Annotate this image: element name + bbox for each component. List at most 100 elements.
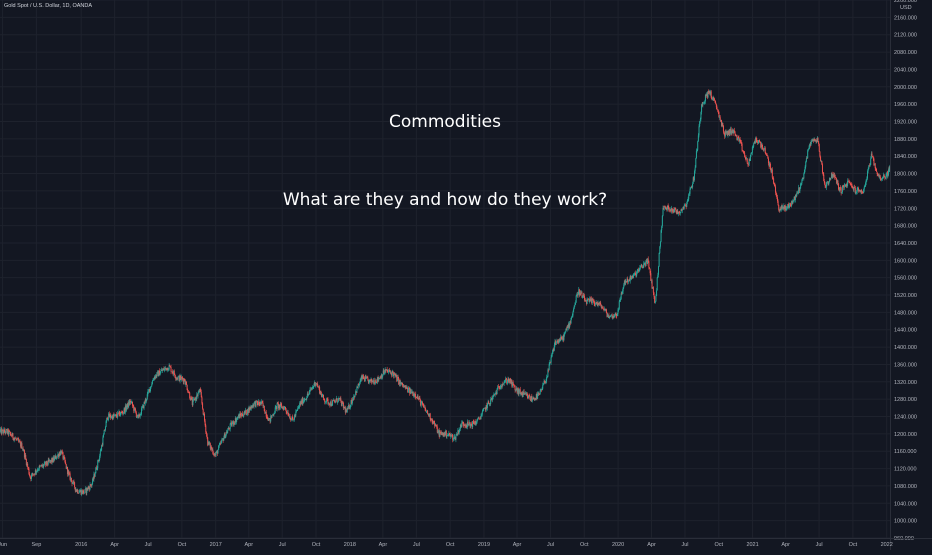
candle-body	[636, 270, 638, 272]
candle-body	[566, 328, 568, 330]
candle	[144, 397, 146, 406]
candle	[803, 172, 805, 181]
candle	[325, 401, 327, 403]
candle-body	[501, 386, 503, 387]
candle	[226, 430, 228, 434]
candle-body	[611, 314, 613, 316]
candle-body	[236, 419, 238, 422]
candle	[337, 401, 339, 405]
candle	[507, 376, 509, 384]
candle-body	[395, 375, 397, 377]
candle	[428, 413, 430, 417]
candle-body	[479, 418, 481, 420]
candle	[631, 274, 633, 279]
candle-body	[562, 336, 564, 340]
candle-body	[149, 389, 151, 392]
candle	[149, 389, 151, 393]
candle-body	[782, 207, 784, 209]
price-axis[interactable]: 960.0001000.0001040.0001080.0001120.0001…	[890, 0, 917, 550]
candle-body	[827, 181, 829, 183]
candle	[728, 129, 730, 136]
candle	[790, 204, 792, 207]
candle-body	[607, 315, 609, 317]
candle-body	[384, 369, 386, 373]
candle	[67, 466, 69, 477]
candle-body	[799, 188, 801, 191]
candle-body	[368, 380, 370, 384]
candle-body	[147, 391, 149, 395]
candle	[165, 367, 167, 370]
candle-body	[505, 379, 507, 380]
candle-body	[829, 177, 831, 180]
candle-body	[73, 481, 75, 483]
candle	[119, 412, 121, 417]
candle	[520, 392, 522, 397]
candle-body	[5, 429, 7, 431]
candle	[476, 420, 478, 426]
candle-body	[729, 130, 731, 134]
candle	[358, 382, 360, 388]
candle	[847, 180, 849, 182]
candle	[815, 139, 817, 144]
candle	[447, 433, 449, 436]
candle	[691, 185, 693, 189]
candle	[709, 90, 711, 96]
candle	[856, 190, 858, 195]
candle	[292, 419, 294, 422]
candle	[187, 388, 189, 393]
candle	[593, 299, 595, 304]
time-axis[interactable]: JunSep2016AprJulOct2017AprJulOct2018AprJ…	[0, 538, 932, 549]
candle	[49, 458, 51, 464]
candle-body	[263, 405, 265, 407]
candle-body	[737, 137, 739, 139]
candle	[743, 151, 745, 155]
candle	[74, 481, 76, 490]
candle	[793, 199, 795, 203]
candle	[866, 176, 868, 182]
candle-body	[32, 473, 34, 475]
candle	[279, 401, 281, 410]
candle-body	[36, 471, 38, 473]
candle-body	[314, 382, 316, 386]
candle	[769, 162, 771, 171]
candle	[39, 464, 41, 468]
candle-body	[74, 482, 76, 488]
candle-body	[140, 408, 142, 415]
candle-body	[874, 163, 876, 166]
candle-body	[94, 473, 96, 477]
candle-body	[758, 140, 760, 142]
candle	[293, 417, 295, 421]
candle	[16, 438, 18, 441]
candle	[347, 407, 349, 410]
candle	[626, 277, 628, 283]
candle-body	[31, 474, 33, 479]
candle-body	[125, 405, 127, 410]
candle-body	[590, 298, 592, 301]
candle-body	[677, 211, 679, 214]
candle-body	[558, 339, 560, 342]
candle	[416, 396, 418, 398]
candle	[164, 365, 166, 372]
candle	[486, 402, 488, 411]
candle	[456, 433, 458, 436]
candle	[86, 486, 88, 496]
candle-body	[427, 410, 429, 415]
candle	[703, 101, 705, 104]
candle	[807, 148, 809, 152]
candle-body	[115, 414, 117, 417]
candle-body	[644, 263, 646, 266]
candle-body	[103, 434, 105, 438]
price-tick-label: 1840.000	[894, 154, 917, 160]
candle	[131, 399, 133, 404]
candle	[607, 314, 609, 319]
candle-body	[295, 410, 297, 412]
candle-body	[431, 418, 433, 422]
candle	[10, 432, 12, 437]
candle	[15, 437, 17, 441]
candle	[153, 375, 155, 381]
candle-body	[262, 402, 264, 407]
candle-body	[478, 417, 480, 419]
candle	[111, 414, 113, 420]
